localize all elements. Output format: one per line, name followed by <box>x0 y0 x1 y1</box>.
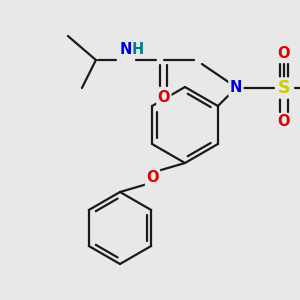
Text: N: N <box>230 80 242 95</box>
Text: O: O <box>278 115 290 130</box>
Text: N: N <box>120 43 132 58</box>
Text: H: H <box>132 43 144 58</box>
Text: O: O <box>278 46 290 62</box>
Text: S: S <box>278 79 290 97</box>
Text: O: O <box>158 89 170 104</box>
Text: O: O <box>146 170 159 185</box>
